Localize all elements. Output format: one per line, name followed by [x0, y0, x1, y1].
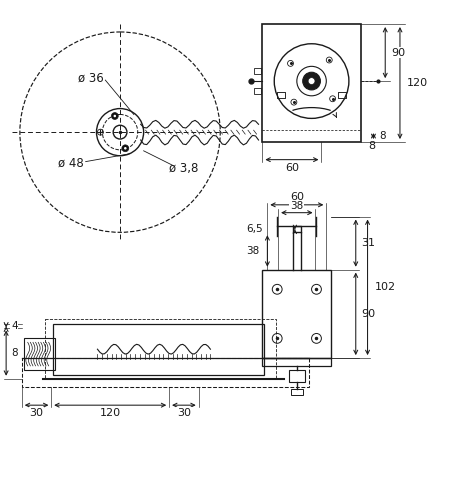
Bar — [338, 92, 346, 98]
Circle shape — [312, 334, 322, 344]
Bar — [262, 270, 331, 358]
Circle shape — [113, 126, 127, 139]
Text: ø 36: ø 36 — [78, 72, 103, 85]
Text: 90: 90 — [391, 48, 405, 58]
Bar — [277, 92, 285, 98]
Bar — [262, 358, 331, 366]
Circle shape — [312, 284, 322, 294]
Bar — [291, 390, 303, 396]
Circle shape — [272, 284, 282, 294]
Circle shape — [308, 78, 315, 84]
Text: 8: 8 — [369, 141, 376, 151]
Text: 102: 102 — [374, 282, 396, 292]
Text: 120: 120 — [100, 408, 121, 418]
Text: 30: 30 — [177, 408, 191, 418]
Bar — [289, 370, 305, 382]
Text: 38: 38 — [246, 246, 259, 256]
Text: ø 3,8: ø 3,8 — [169, 162, 199, 175]
Text: 8: 8 — [11, 348, 18, 358]
Bar — [262, 24, 361, 142]
Circle shape — [114, 114, 116, 117]
Circle shape — [122, 145, 129, 152]
Text: 4: 4 — [11, 320, 18, 330]
Bar — [277, 92, 285, 98]
Bar — [53, 324, 264, 374]
Text: ø 48: ø 48 — [58, 157, 84, 170]
Text: 6,5: 6,5 — [246, 224, 262, 234]
Circle shape — [272, 334, 282, 344]
Circle shape — [111, 112, 118, 119]
Text: 120: 120 — [407, 78, 428, 88]
Text: 38: 38 — [290, 201, 303, 211]
Bar — [254, 88, 261, 94]
Text: 30: 30 — [29, 408, 44, 418]
Bar — [22, 358, 308, 388]
Bar — [338, 92, 346, 98]
Text: 90: 90 — [362, 309, 376, 319]
Bar — [45, 318, 276, 378]
Circle shape — [303, 72, 321, 90]
Text: 31: 31 — [362, 238, 376, 248]
Text: 60: 60 — [290, 192, 304, 202]
Bar — [24, 338, 55, 370]
Bar — [254, 68, 261, 74]
Circle shape — [124, 147, 127, 150]
Text: 8: 8 — [379, 131, 386, 141]
Text: 60: 60 — [285, 162, 299, 172]
